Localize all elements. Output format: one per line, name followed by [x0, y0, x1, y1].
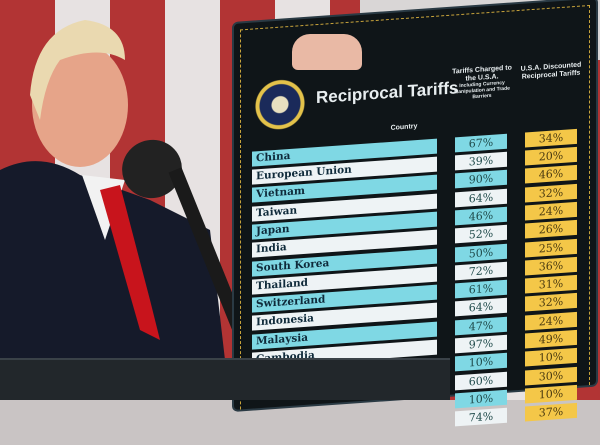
- reciprocal-value: 30%: [525, 366, 577, 386]
- charged-value: 52%: [455, 225, 507, 244]
- reciprocal-value: 46%: [525, 165, 577, 184]
- reciprocal-value: 24%: [525, 201, 577, 221]
- charged-value: 60%: [455, 371, 507, 391]
- charged-value: 10%: [455, 353, 507, 372]
- speaker-figure: [0, 20, 225, 360]
- reciprocal-value: 34%: [525, 128, 577, 148]
- charged-value: 47%: [455, 316, 507, 336]
- reciprocal-value: 37%: [525, 403, 577, 422]
- reciprocal-value: 32%: [525, 293, 577, 312]
- charged-header: Tariffs Charged to the U.S.A. Including …: [452, 64, 512, 102]
- reciprocal-value: 10%: [525, 384, 577, 404]
- reciprocal-value: 26%: [525, 220, 577, 239]
- charged-value: 74%: [455, 407, 507, 427]
- charged-value: 50%: [455, 243, 507, 262]
- charged-value: 67%: [455, 133, 507, 153]
- charged-value: 97%: [455, 334, 507, 354]
- reciprocal-value: 32%: [525, 183, 577, 203]
- podium: [0, 358, 450, 400]
- reciprocal-value: 20%: [525, 146, 577, 166]
- charged-value: 64%: [455, 188, 507, 208]
- tariff-board: Reciprocal Tariffs Country Tariffs Charg…: [232, 0, 598, 427]
- reciprocal-value: 10%: [525, 348, 577, 367]
- charged-value: 46%: [455, 206, 507, 226]
- charged-value: 90%: [455, 170, 507, 189]
- charged-value: 10%: [455, 389, 507, 409]
- reciprocal-value: 49%: [525, 329, 577, 349]
- reciprocal-value: 36%: [525, 256, 577, 276]
- charged-value: 39%: [455, 151, 507, 171]
- hand: [292, 34, 362, 70]
- charged-value: 64%: [455, 298, 507, 317]
- reciprocal-value: 31%: [525, 275, 577, 294]
- reciprocal-value: 25%: [525, 238, 577, 258]
- reciprocal-value: 24%: [525, 311, 577, 331]
- charged-value: 61%: [455, 279, 507, 299]
- charged-value: 72%: [455, 261, 507, 281]
